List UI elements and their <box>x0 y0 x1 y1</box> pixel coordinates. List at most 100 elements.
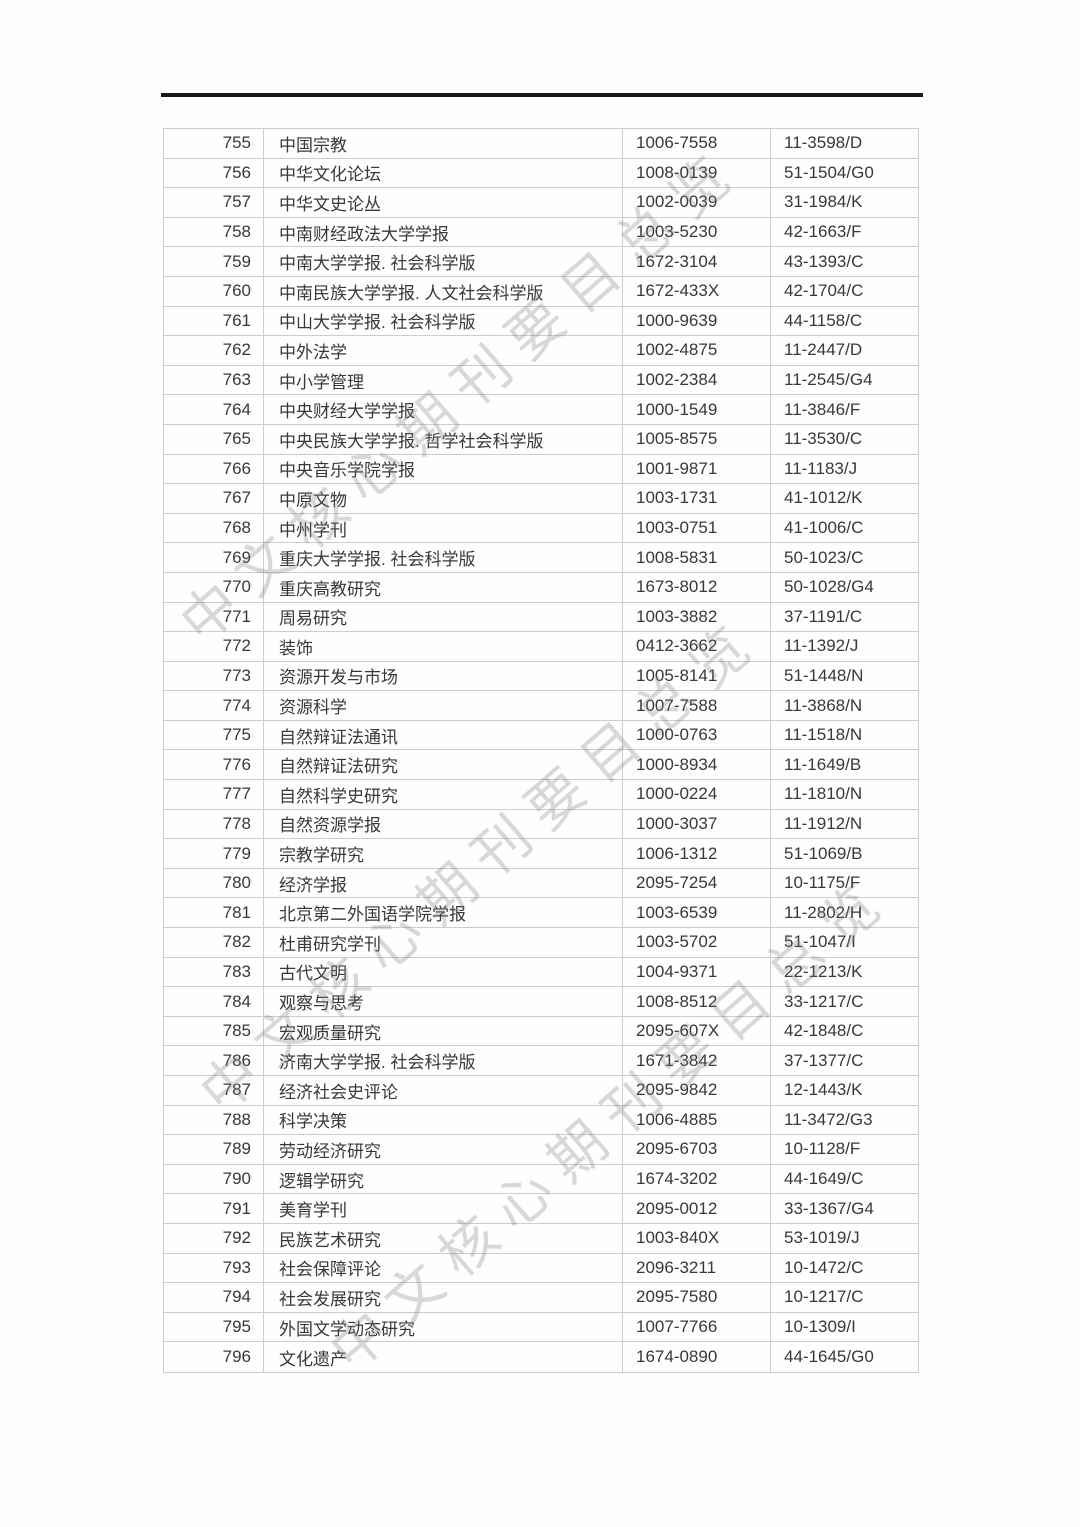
row-number-cell: 773 <box>164 661 264 691</box>
cn-cell: 42-1663/F <box>784 222 862 242</box>
row-number-cell: 793 <box>164 1253 264 1283</box>
cn-cell: 50-1028/G4 <box>784 577 874 597</box>
row-number-cell: 756 <box>164 158 264 188</box>
table-row: 780 经济学报 2095-7254 10-1175/F <box>164 868 918 899</box>
journal-title-cell: 资源科学 <box>264 691 623 720</box>
table-row: 760 中南民族大学学报. 人文社会科学版 1672-433X 42-1704/C <box>164 276 918 307</box>
table-row: 796 文化遗产 1674-0890 44-1645/G0 <box>164 1342 918 1372</box>
row-number-cell: 761 <box>164 306 264 336</box>
cn-cell: 41-1006/C <box>784 518 864 538</box>
cn-cell: 37-1377/C <box>784 1050 864 1070</box>
journal-title-cell: 宗教学研究 <box>264 839 623 868</box>
journal-title-cell: 宏观质量研究 <box>264 1016 623 1046</box>
table-row: 778 自然资源学报 1000-3037 11-1912/N <box>164 809 918 840</box>
table-row: 787 经济社会史评论 2095-9842 12-1443/K <box>164 1076 918 1106</box>
cn-cell: 11-1518/N <box>784 725 863 745</box>
issn-cell: 1000-0763 <box>623 720 771 750</box>
cn-cell: 11-1912/N <box>784 813 863 833</box>
cn-cell: 37-1191/C <box>784 606 863 626</box>
cn-cell: 11-3598/D <box>784 133 863 153</box>
issn-cell: 1003-6539 <box>623 898 771 928</box>
row-number-cell: 772 <box>164 632 264 661</box>
journal-title-cell: 自然辩证法研究 <box>264 750 623 780</box>
journal-title-cell: 中南财经政法大学学报 <box>264 217 623 247</box>
row-number-cell: 785 <box>164 1016 264 1046</box>
cn-cell: 51-1448/N <box>784 665 864 685</box>
table-row: 788 科学决策 1006-4885 11-3472/G3 <box>164 1105 918 1136</box>
issn-cell: 2095-7580 <box>623 1283 771 1312</box>
cn-cell: 33-1217/C <box>784 991 864 1011</box>
table-row: 779 宗教学研究 1006-1312 51-1069/B <box>164 839 918 869</box>
row-number-cell: 777 <box>164 780 264 809</box>
table-row: 761 中山大学学报. 社会科学版 1000-9639 44-1158/C <box>164 306 918 337</box>
issn-cell: 1000-9639 <box>623 306 771 336</box>
table-row: 784 观察与思考 1008-8512 33-1217/C <box>164 987 918 1017</box>
cn-cell: 42-1848/C <box>784 1021 864 1041</box>
row-number-cell: 768 <box>164 513 264 543</box>
row-number-cell: 774 <box>164 691 264 720</box>
cn-cell: 11-1183/J <box>784 458 858 478</box>
row-number-cell: 755 <box>164 129 264 158</box>
row-number-cell: 770 <box>164 572 264 602</box>
issn-cell: 1003-1731 <box>623 484 771 513</box>
table-row: 777 自然科学史研究 1000-0224 11-1810/N <box>164 780 918 810</box>
issn-cell: 1006-1312 <box>623 839 771 868</box>
row-number-cell: 790 <box>164 1164 264 1194</box>
table-row: 757 中华文史论丛 1002-0039 31-1984/K <box>164 188 918 218</box>
journal-title-cell: 经济学报 <box>264 868 623 898</box>
journal-title-cell: 民族艺术研究 <box>264 1223 623 1253</box>
journal-title-cell: 杜甫研究学刊 <box>264 928 623 957</box>
issn-cell: 1007-7588 <box>623 691 771 720</box>
journal-title-cell: 济南大学学报. 社会科学版 <box>264 1046 623 1075</box>
cn-cell: 11-1649/B <box>784 754 862 774</box>
issn-cell: 1003-0751 <box>623 513 771 543</box>
row-number-cell: 763 <box>164 365 264 395</box>
issn-cell: 2095-607X <box>623 1016 771 1046</box>
table-row: 770 重庆高教研究 1673-8012 50-1028/G4 <box>164 572 918 603</box>
journal-title-cell: 自然资源学报 <box>264 809 623 839</box>
cn-cell: 53-1019/J <box>784 1228 860 1248</box>
issn-cell: 1000-8934 <box>623 750 771 780</box>
row-number-cell: 787 <box>164 1076 264 1105</box>
journal-title-cell: 中央财经大学学报 <box>264 395 623 424</box>
row-number-cell: 786 <box>164 1046 264 1075</box>
row-number-cell: 766 <box>164 454 264 484</box>
issn-cell: 2095-7254 <box>623 868 771 898</box>
row-number-cell: 794 <box>164 1283 264 1312</box>
cn-cell: 22-1213/K <box>784 961 863 981</box>
journal-title-cell: 中外法学 <box>264 336 623 365</box>
journal-title-cell: 中小学管理 <box>264 365 623 395</box>
table-row: 765 中央民族大学学报. 哲学社会科学版 1005-8575 11-3530/C <box>164 424 918 455</box>
cn-cell: 44-1645/G0 <box>784 1347 874 1367</box>
cn-cell: 51-1047/I <box>784 932 856 952</box>
journal-title-cell: 美育学刊 <box>264 1194 623 1223</box>
issn-cell: 1672-3104 <box>623 247 771 276</box>
table-row: 766 中央音乐学院学报 1001-9871 11-1183/J <box>164 454 918 485</box>
cn-cell: 10-1309/I <box>784 1317 856 1337</box>
journal-title-cell: 中山大学学报. 社会科学版 <box>264 306 623 336</box>
table-row: 794 社会发展研究 2095-7580 10-1217/C <box>164 1283 918 1313</box>
journal-table: 755 中国宗教 1006-7558 11-3598/D 756 中华文化论坛 1008-0… <box>163 128 919 1373</box>
issn-cell: 2095-9842 <box>623 1076 771 1105</box>
issn-cell: 1007-7766 <box>623 1312 771 1342</box>
issn-cell: 1673-8012 <box>623 572 771 602</box>
journal-title-cell: 经济社会史评论 <box>264 1076 623 1105</box>
row-number-cell: 788 <box>164 1105 264 1135</box>
cn-cell: 11-3472/G3 <box>784 1109 873 1129</box>
cn-cell: 43-1393/C <box>784 251 864 271</box>
cn-cell: 44-1158/C <box>784 310 863 330</box>
row-number-cell: 782 <box>164 928 264 957</box>
journal-title-cell: 北京第二外国语学院学报 <box>264 898 623 928</box>
row-number-cell: 781 <box>164 898 264 928</box>
journal-title-cell: 中南大学学报. 社会科学版 <box>264 247 623 276</box>
table-row: 790 逻辑学研究 1674-3202 44-1649/C <box>164 1164 918 1195</box>
issn-cell: 1006-7558 <box>623 129 771 158</box>
journal-title-cell: 周易研究 <box>264 602 623 632</box>
cn-cell: 11-3868/N <box>784 695 863 715</box>
journal-title-cell: 中原文物 <box>264 484 623 513</box>
row-number-cell: 784 <box>164 987 264 1016</box>
issn-cell: 2095-0012 <box>623 1194 771 1223</box>
cn-cell: 31-1984/K <box>784 192 863 212</box>
issn-cell: 1674-0890 <box>623 1342 771 1372</box>
